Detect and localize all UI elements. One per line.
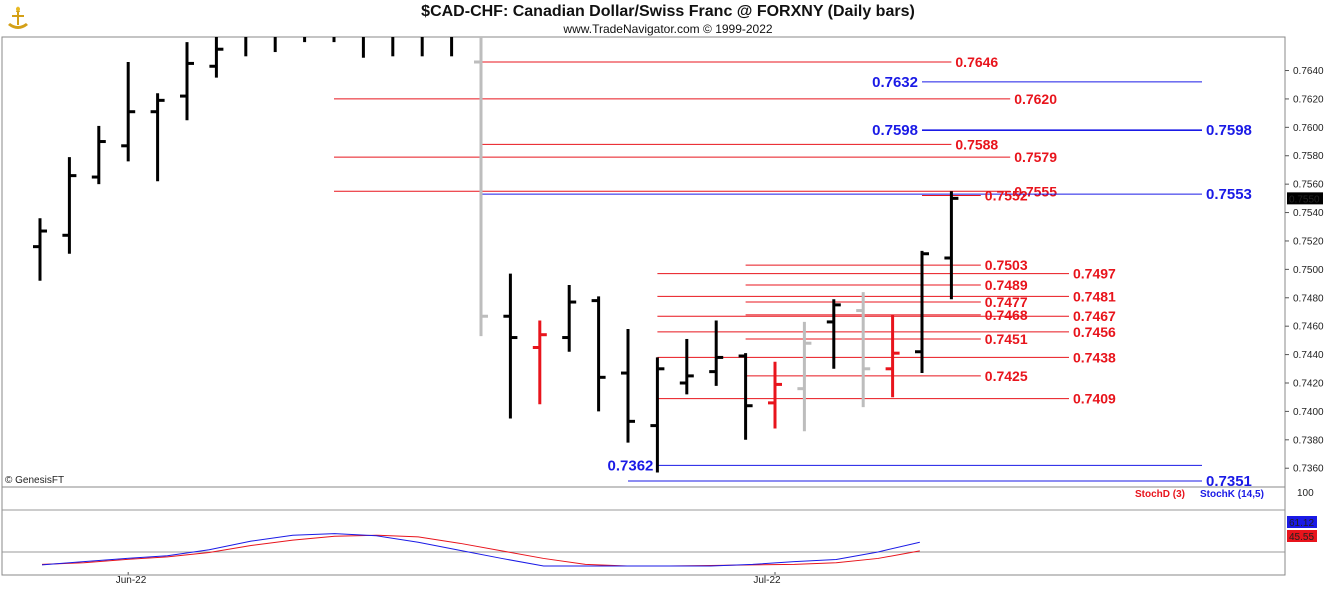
ohlc-bar (209, 37, 224, 78)
chart-title: $CAD-CHF: Canadian Dollar/Swiss Franc @ … (421, 3, 915, 20)
stoch-value-label: 61.12 (1289, 518, 1314, 529)
date-axis-label: Jun-22 (116, 575, 147, 586)
ohlc-bar (450, 37, 454, 57)
level-label-0.7489: 0.7489 (985, 277, 1028, 293)
stoch-legend-d: StochD (3) (1135, 489, 1185, 500)
level-label-0.7409: 0.7409 (1073, 391, 1116, 407)
ohlc-bar (738, 353, 753, 440)
price-panel-border (1, 36, 1286, 488)
stoch-axis-label: 100 (1297, 488, 1314, 499)
ohlc-bar (391, 37, 395, 57)
ohlc-bar (826, 299, 841, 369)
level-label-0.7351: 0.7351 (1206, 473, 1252, 490)
date-axis-label: Jul-22 (753, 575, 781, 586)
chart-subtitle: www.TradeNavigator.com © 1999-2022 (563, 22, 773, 36)
price-axis-label: 0.7360 (1293, 464, 1324, 475)
ohlc-bar (244, 37, 248, 57)
price-axis-label: 0.7440 (1293, 350, 1324, 361)
ohlc-bar (91, 125, 106, 185)
stoch-line-k (41, 533, 920, 567)
level-label-0.7588: 0.7588 (955, 136, 998, 152)
stoch-value-tag (1287, 530, 1317, 542)
ohlc-bar (273, 37, 277, 53)
stoch-panel-border (1, 486, 1286, 576)
level-label-0.7646: 0.7646 (955, 54, 998, 70)
ohlc-bar (709, 320, 724, 386)
ohlc-bar (150, 93, 165, 182)
price-axis-label: 0.7420 (1293, 378, 1324, 389)
ohlc-bar (121, 62, 136, 162)
price-axis-label: 0.7500 (1293, 265, 1324, 276)
stoch-legend-k: StochK (14,5) (1200, 489, 1264, 500)
price-axis-label: 0.7380 (1293, 435, 1324, 446)
level-label-0.7503: 0.7503 (985, 257, 1028, 273)
ohlc-bar (361, 37, 365, 58)
price-axis-label: 0.7560 (1293, 180, 1324, 191)
level-label-0.7451: 0.7451 (985, 331, 1028, 347)
price-axis-label: 0.7400 (1293, 407, 1324, 418)
level-label-0.7467: 0.7467 (1073, 308, 1116, 324)
price-panel: © GenesisFT (1, 36, 1286, 575)
price-bars (33, 37, 959, 473)
level-label-0.7555: 0.7555 (1014, 183, 1057, 199)
ohlc-bar (562, 284, 577, 352)
ohlc-bar (797, 321, 812, 432)
level-label-0.7579: 0.7579 (1014, 149, 1057, 165)
level-label-0.7598: 0.7598 (872, 122, 918, 139)
trade-navigator-logo-icon (8, 6, 28, 29)
ohlc-bar (768, 361, 782, 429)
stoch-line-d (41, 534, 920, 567)
price-axis-label: 0.7620 (1293, 94, 1324, 105)
ohlc-bar (621, 329, 635, 443)
price-axis-label: 0.7640 (1293, 66, 1324, 77)
genesis-credit: © GenesisFT (5, 475, 64, 486)
ohlc-bar (532, 320, 547, 405)
price-axis-label: 0.7460 (1293, 322, 1324, 333)
ohlc-bar (503, 273, 518, 419)
ohlc-bar (885, 314, 900, 398)
ohlc-bar (944, 191, 959, 300)
ohlc-bar (420, 37, 424, 57)
price-axis-label: 0.7580 (1293, 151, 1324, 162)
level-lines: 0.7646 0.7632 0.7620 0.7598 0.7598 0.7588 0.75… (334, 54, 1252, 490)
ohlc-bar (33, 218, 47, 281)
ohlc-bar (180, 42, 194, 121)
level-label-0.7552: 0.7552 (985, 188, 1028, 204)
level-label-0.7438: 0.7438 (1073, 349, 1116, 365)
price-axis-label: 0.7520 (1293, 236, 1324, 247)
ohlc-bar (915, 250, 929, 374)
stoch-value-tag (1287, 516, 1317, 528)
ohlc-bar (650, 357, 665, 473)
price-axis-label: 0.7540 (1293, 208, 1324, 219)
level-label-0.7477: 0.7477 (985, 294, 1028, 310)
level-label-0.7456: 0.7456 (1073, 324, 1116, 340)
level-label-0.7632: 0.7632 (872, 74, 918, 91)
price-axis-label: 0.7600 (1293, 123, 1324, 134)
price-axis-label: 0.7480 (1293, 293, 1324, 304)
stochastic-panel: 100 StochD (3) StochK (14,5) 61.12 45.55 Jun-… (1, 486, 1317, 586)
level-label-0.7620: 0.7620 (1014, 91, 1057, 107)
stoch-value-label: 45.55 (1289, 532, 1314, 543)
ohlc-bar (856, 292, 871, 408)
ohlc-bar (62, 157, 77, 254)
ohlc-bar (303, 37, 307, 43)
level-label-0.7553: 0.7553 (1206, 186, 1252, 203)
level-label-0.7468: 0.7468 (985, 307, 1028, 323)
ohlc-bar (474, 37, 488, 337)
level-label-0.7362: 0.7362 (608, 457, 654, 474)
price-axis: 0.7640 0.7620 0.7600 0.7580 0.7560 0.7540 0.75… (1285, 66, 1324, 475)
level-label-0.7497: 0.7497 (1073, 266, 1116, 282)
last-price-label: 0.7550 (1289, 194, 1320, 205)
level-label-0.7425: 0.7425 (985, 368, 1028, 384)
ohlc-bar (679, 338, 694, 395)
ohlc-bar (591, 296, 606, 412)
level-label-0.7598: 0.7598 (1206, 122, 1252, 139)
level-label-0.7481: 0.7481 (1073, 288, 1116, 304)
ohlc-bar (332, 37, 336, 43)
last-price-tag (1287, 192, 1323, 205)
